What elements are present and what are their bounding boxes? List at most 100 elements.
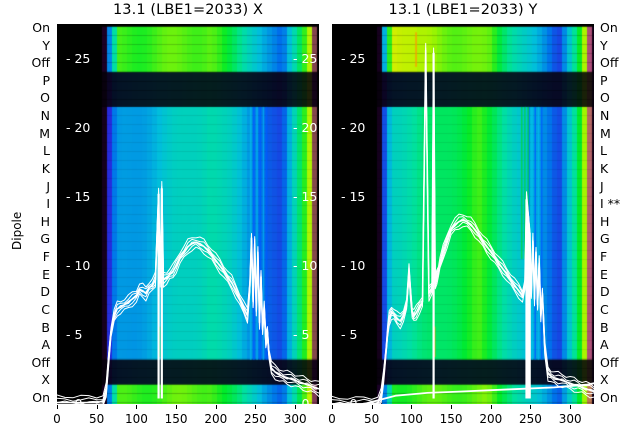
x-tick-mark — [215, 405, 217, 409]
category-label-right-21: On — [600, 390, 618, 405]
overlay-trace — [332, 42, 594, 400]
category-label-right-5: N — [600, 108, 610, 124]
value-tick-5: - 5 — [341, 326, 358, 342]
category-label-right-8: K — [600, 160, 609, 176]
category-label-left-13: F — [42, 249, 50, 265]
x-tick-label: 250 — [244, 412, 267, 426]
category-label-left-9: J — [46, 178, 50, 194]
x-tick-label: 150 — [164, 412, 188, 426]
category-label-left-17: B — [41, 319, 50, 335]
x-tick-mark — [176, 405, 178, 409]
category-label-right-14: E — [600, 266, 608, 282]
value-tick-0: - 0 — [66, 396, 83, 411]
value-tick-25: - 25 — [341, 50, 366, 66]
x-tick-label: 0 — [328, 412, 336, 426]
value-tick-5: - 5 — [66, 326, 83, 342]
category-label-left-5: N — [40, 108, 50, 124]
category-label-right-18: A — [600, 337, 609, 353]
category-label-left-8: K — [41, 160, 50, 176]
heatmap-panel-x[interactable] — [57, 24, 319, 404]
x-tick-label: 300 — [558, 412, 582, 426]
category-label-left-16: C — [41, 301, 50, 317]
panel-title-x: 13.1 (LBE1=2033) X — [112, 2, 263, 18]
x-tick-label: 50 — [364, 412, 380, 426]
category-label-right-20: X — [600, 372, 609, 388]
x-tick-mark — [96, 405, 98, 409]
x-tick-mark — [530, 405, 532, 409]
category-label-right-4: O — [600, 90, 610, 106]
category-label-right-11: H — [600, 213, 610, 229]
x-tick-label: 50 — [89, 412, 105, 426]
x-tick-label: 300 — [283, 412, 307, 426]
x-tick-label: 0 — [53, 412, 61, 426]
category-label-left-0: On — [32, 20, 50, 35]
value-tick-10: - 10 — [341, 257, 366, 273]
category-label-right-3: P — [600, 72, 608, 88]
x-tick-mark — [255, 405, 257, 409]
heatmap-panel-y[interactable] — [332, 24, 594, 404]
category-label-right-12: G — [600, 231, 610, 247]
category-label-left-2: Off — [31, 55, 50, 71]
category-label-right-15: D — [600, 284, 610, 300]
category-label-left-15: D — [40, 284, 50, 300]
category-label-left-6: M — [39, 125, 50, 141]
x-tick-mark — [570, 405, 572, 409]
category-label-right-9: J — [600, 178, 604, 194]
category-label-right-16: C — [600, 301, 609, 317]
overlay-trace-main — [57, 187, 319, 404]
overlay-trace — [378, 53, 594, 404]
overlay-trace — [57, 181, 319, 399]
category-label-right-13: F — [600, 249, 608, 265]
value-tick-0: - 0 — [341, 396, 358, 411]
x-tick-label: 250 — [519, 412, 542, 426]
category-label-left-11: H — [40, 213, 50, 229]
category-label-right-10: I ** — [600, 196, 621, 212]
x-tick-label: 100 — [124, 412, 148, 426]
x-tick-mark — [295, 405, 297, 409]
x-tick-mark — [136, 405, 138, 409]
value-tick-10: - 10 — [66, 257, 91, 273]
category-label-left-19: Off — [31, 354, 50, 370]
category-label-left-18: A — [41, 337, 50, 353]
value-tick-15: - 15 — [341, 188, 366, 204]
category-label-right-0: On — [600, 20, 618, 35]
category-label-left-21: On — [32, 390, 50, 405]
category-label-left-1: Y — [42, 37, 50, 53]
x-tick-mark — [57, 405, 58, 409]
x-tick-mark — [490, 405, 492, 409]
category-label-right-7: L — [600, 143, 607, 159]
x-tick-label: 200 — [204, 412, 228, 426]
overlay-trace — [379, 55, 594, 404]
overlay-trace-main — [332, 49, 594, 404]
x-tick-label: 200 — [479, 412, 503, 426]
category-label-left-3: P — [42, 72, 50, 88]
overlay-trace — [332, 51, 594, 404]
value-tick-15: - 15 — [293, 188, 318, 204]
category-label-left-7: L — [43, 143, 50, 159]
category-label-left-4: O — [40, 90, 50, 106]
value-tick-10: - 10 — [293, 257, 318, 273]
overlay-trace — [57, 185, 319, 402]
x-tick-label: 150 — [439, 412, 463, 426]
category-label-right-19: Off — [600, 354, 619, 370]
value-tick-20: - 20 — [293, 119, 318, 135]
category-label-right-2: Off — [600, 55, 619, 71]
value-tick-15: - 15 — [66, 188, 91, 204]
x-tick-label: 100 — [399, 412, 423, 426]
category-label-left-14: E — [42, 266, 50, 282]
category-label-left-20: X — [41, 372, 50, 388]
panel-title-y: 13.1 (LBE1=2033) Y — [388, 2, 538, 18]
value-tick-0: - 0 — [293, 396, 310, 411]
category-label-right-17: B — [600, 319, 609, 335]
x-tick-mark — [371, 405, 373, 409]
value-tick-5: - 5 — [293, 326, 310, 342]
category-label-right-6: M — [600, 125, 611, 141]
category-label-right-1: Y — [600, 37, 608, 53]
overlay-trace — [332, 47, 594, 403]
baseline-trace — [332, 382, 594, 404]
x-tick-mark — [451, 405, 453, 409]
value-tick-25: - 25 — [66, 50, 91, 66]
category-label-left-12: G — [40, 231, 50, 247]
value-tick-20: - 20 — [66, 119, 91, 135]
